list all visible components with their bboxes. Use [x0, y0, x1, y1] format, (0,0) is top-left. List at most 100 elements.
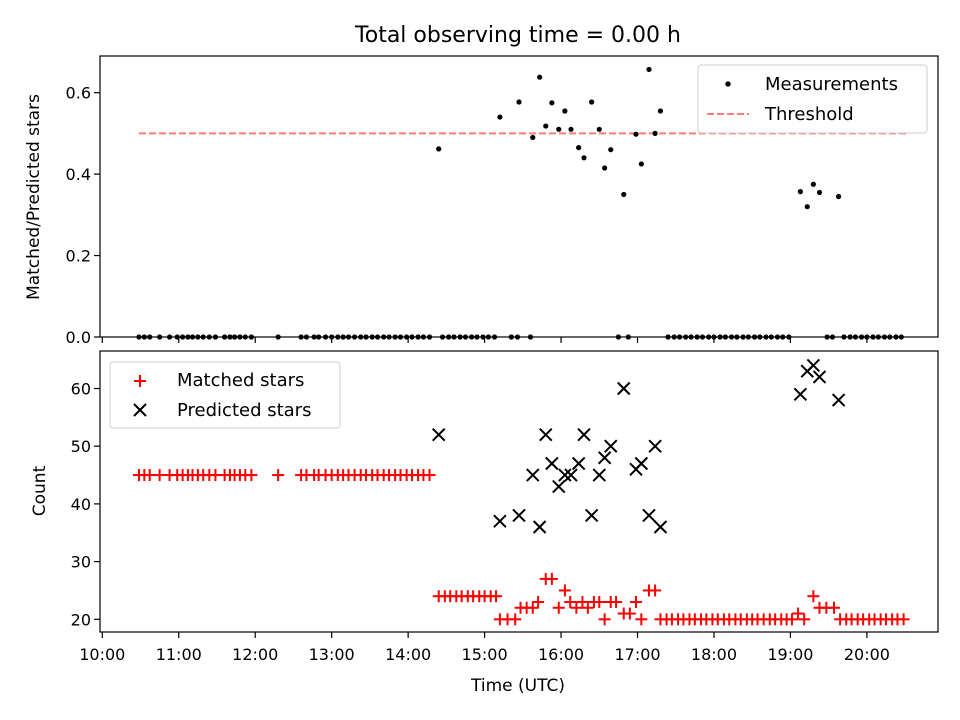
measurement-point	[576, 145, 582, 151]
measurement-point	[298, 334, 304, 340]
predicted-star-point	[648, 439, 662, 453]
bottom-x-ticks: 10:00 11:00 12:00 13:00 14:00 15:00 16:00 17:00…	[79, 632, 890, 664]
measurement-point	[824, 334, 830, 340]
measurement-point	[316, 334, 322, 340]
matched-star-point	[532, 595, 545, 608]
measurement-point	[608, 147, 614, 153]
matched-star-point	[610, 595, 623, 608]
measurement-point	[870, 334, 876, 340]
measurement-point	[768, 334, 774, 340]
legend-measurements-label: Measurements	[765, 74, 898, 95]
predicted-star-point	[592, 468, 606, 482]
matched-star-point	[526, 601, 539, 614]
predicted-star-point	[571, 456, 586, 471]
legend-matched-label: Matched stars	[177, 370, 304, 391]
measurement-point	[345, 334, 352, 340]
predicted-star-point	[564, 468, 578, 482]
measurement-point	[734, 334, 740, 340]
measurement-point	[549, 100, 555, 106]
measurement-point	[829, 334, 836, 340]
measurement-point	[237, 334, 243, 340]
measurement-point	[179, 334, 186, 340]
bottom-y-axis-label: Count	[30, 465, 50, 516]
measurement-point	[248, 334, 254, 340]
measurement-point	[303, 334, 310, 340]
measurement-point	[740, 334, 746, 340]
matched-star-point	[423, 469, 436, 482]
legend-matched-marker	[134, 375, 146, 387]
predicted-star-point	[545, 456, 559, 471]
top-legend-box	[697, 64, 928, 134]
predicted-star-point	[806, 358, 821, 373]
measurement-point	[462, 334, 469, 340]
measurement-point	[797, 189, 803, 195]
legend-measurements-marker	[725, 81, 731, 87]
bottom-y-tick-label: 60	[71, 380, 91, 399]
matched-star-point	[558, 584, 571, 597]
bottom-y-tick-label: 40	[71, 495, 91, 514]
predicted-star-point	[597, 451, 612, 465]
bottom-axes: 20 30 40 50 60 10:00 11:00 12:00 13:00 14:00 15:0…	[30, 350, 939, 696]
measurement-point	[514, 334, 521, 340]
measurement-point	[676, 334, 683, 340]
predicted-star-point	[532, 520, 547, 534]
measurement-point	[231, 334, 238, 340]
measurement-point	[816, 189, 823, 196]
measurement-point	[157, 334, 163, 340]
measurement-point	[415, 334, 421, 340]
measurement-point	[898, 334, 904, 340]
measurement-point	[852, 334, 859, 340]
predicted-star-point	[812, 370, 827, 384]
measurement-point	[174, 334, 180, 340]
measurement-point	[147, 334, 153, 340]
predicted-star-point	[604, 439, 618, 453]
predicted-star-point	[432, 427, 446, 442]
measurement-point	[136, 334, 142, 340]
measurement-point	[836, 193, 842, 200]
predicted-stars-points	[432, 358, 846, 534]
measurement-point	[516, 99, 522, 105]
measurement-point	[621, 191, 627, 198]
matched-star-point	[576, 595, 589, 608]
matched-star-point	[272, 469, 285, 482]
measurement-point	[166, 334, 173, 340]
top-legend: Measurements Threshold	[697, 64, 928, 134]
measurement-point	[474, 334, 480, 340]
measurement-point	[409, 334, 415, 340]
measurement-point	[141, 334, 147, 340]
bottom-x-axis-label: Time (UTC)	[470, 676, 565, 696]
measurement-point	[537, 74, 543, 80]
measurement-point	[322, 334, 329, 340]
bottom-x-tick-label: 14:00	[385, 645, 431, 664]
top-y-tick-label: 0.2	[66, 247, 91, 266]
bottom-y-ticks: 20 30 40 50 60	[71, 380, 100, 629]
measurement-point	[688, 334, 694, 340]
measurement-point	[530, 134, 536, 141]
measurement-point	[864, 334, 870, 340]
measurement-point	[392, 334, 398, 340]
measurement-point	[340, 334, 346, 340]
measurement-point	[451, 334, 457, 340]
matched-star-point	[581, 601, 594, 614]
measurement-point	[311, 334, 317, 340]
matched-star-point	[807, 590, 820, 603]
measurement-point	[722, 334, 729, 340]
measurement-point	[508, 334, 514, 340]
measurement-point	[212, 334, 219, 340]
matched-star-point	[245, 469, 258, 482]
measurement-point	[556, 126, 562, 132]
top-y-tick-label: 0.0	[66, 328, 91, 347]
matched-star-point	[785, 613, 798, 626]
measurement-point	[386, 334, 392, 340]
matched-star-point	[629, 595, 642, 608]
measurement-point	[358, 334, 364, 340]
bottom-y-tick-label: 50	[71, 437, 91, 456]
measurement-point	[694, 334, 700, 340]
matched-star-point	[598, 613, 611, 626]
measurement-point	[786, 334, 792, 340]
top-axes: 0.0 0.2 0.4 0.6 Matched/Predicted stars Mea…	[24, 55, 939, 347]
measurement-point	[581, 155, 587, 161]
measurement-point	[596, 126, 602, 132]
measurement-point	[847, 334, 853, 340]
